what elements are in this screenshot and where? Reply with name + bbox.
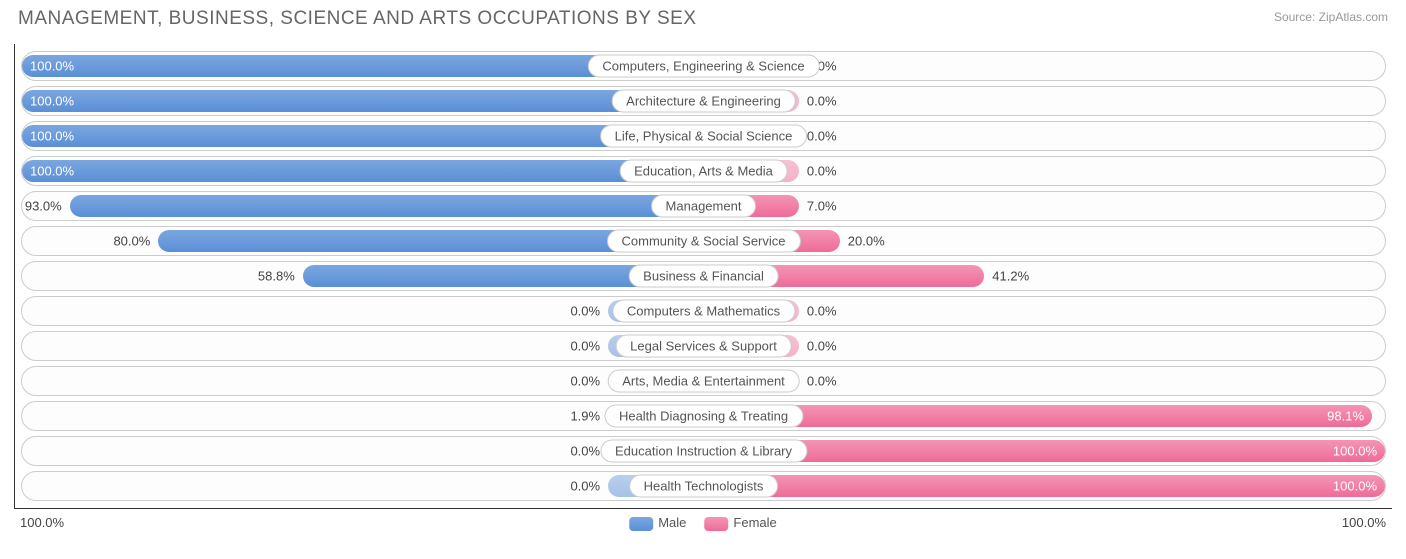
chart-source: Source: ZipAtlas.com <box>1274 10 1388 24</box>
chart-row: 100.0% 0.0% Education, Arts & Media <box>21 156 1386 186</box>
chart-row: 93.0% 7.0% Management <box>21 191 1386 221</box>
axis-left-label: 100.0% <box>20 515 64 530</box>
male-bar <box>70 195 704 217</box>
category-label: Legal Services & Support <box>615 335 792 358</box>
male-value: 100.0% <box>30 129 74 144</box>
category-label: Health Diagnosing & Treating <box>604 405 803 428</box>
female-value: 0.0% <box>807 94 837 109</box>
category-label: Computers, Engineering & Science <box>587 55 819 78</box>
male-swatch <box>629 517 653 531</box>
category-label: Community & Social Service <box>607 230 801 253</box>
male-value: 100.0% <box>30 94 74 109</box>
female-value: 0.0% <box>807 164 837 179</box>
female-value: 20.0% <box>848 234 885 249</box>
female-value: 0.0% <box>807 374 837 389</box>
chart-row: 0.0% 0.0% Computers & Mathematics <box>21 296 1386 326</box>
legend-male: Male <box>629 515 686 531</box>
chart-row: 0.0% 0.0% Legal Services & Support <box>21 331 1386 361</box>
diverging-bar-chart: 100.0% 0.0% Computers, Engineering & Scien… <box>14 44 1392 509</box>
chart-row: 0.0% 0.0% Arts, Media & Entertainment <box>21 366 1386 396</box>
female-value: 100.0% <box>1333 444 1377 459</box>
female-value: 0.0% <box>807 339 837 354</box>
chart-row: 80.0% 20.0% Community & Social Service <box>21 226 1386 256</box>
category-label: Health Technologists <box>629 475 779 498</box>
male-bar: 100.0% <box>22 160 704 182</box>
chart-header: MANAGEMENT, BUSINESS, SCIENCE AND ARTS O… <box>14 8 1392 30</box>
female-value: 0.0% <box>807 304 837 319</box>
legend-female-label: Female <box>733 515 776 530</box>
female-value: 41.2% <box>992 269 1029 284</box>
category-label: Architecture & Engineering <box>611 90 796 113</box>
female-bar: 98.1% <box>704 405 1373 427</box>
male-value: 80.0% <box>113 234 150 249</box>
chart-row: 100.0% 0.0%Life, Physical & Social Scienc… <box>21 121 1386 151</box>
chart-row: 58.8% 41.2% Business & Financial <box>21 261 1386 291</box>
male-value: 93.0% <box>25 199 62 214</box>
x-axis: 100.0% Male Female 100.0% <box>20 515 1386 530</box>
legend-female: Female <box>704 515 776 531</box>
male-value: 0.0% <box>570 304 600 319</box>
category-label: Arts, Media & Entertainment <box>607 370 800 393</box>
male-bar: 100.0% <box>22 90 704 112</box>
category-label: Computers & Mathematics <box>612 300 795 323</box>
male-value: 0.0% <box>570 339 600 354</box>
female-value: 7.0% <box>807 199 837 214</box>
chart-row: 0.0% 100.0% Education Instruction & Librar… <box>21 436 1386 466</box>
male-value: 1.9% <box>570 409 600 424</box>
category-label: Education, Arts & Media <box>619 160 788 183</box>
male-value: 100.0% <box>30 59 74 74</box>
male-value: 0.0% <box>570 479 600 494</box>
male-value: 0.0% <box>570 374 600 389</box>
category-label: Management <box>651 195 757 218</box>
category-label: Life, Physical & Social Science <box>600 125 808 148</box>
female-value: 100.0% <box>1333 479 1377 494</box>
female-bar: 100.0% <box>704 475 1386 497</box>
female-value: 0.0% <box>807 129 837 144</box>
chart-row: 100.0% 0.0% Architecture & Engineering <box>21 86 1386 116</box>
category-label: Education Instruction & Library <box>600 440 807 463</box>
chart-row: 100.0%0.0%Computers, Engineering & Scien… <box>21 51 1386 81</box>
axis-right-label: 100.0% <box>1342 515 1386 530</box>
chart-row: 0.0% 100.0% Health Technologists <box>21 471 1386 501</box>
chart-row: 1.9% 98.1% Health Diagnosing & Treating <box>21 401 1386 431</box>
legend-male-label: Male <box>658 515 686 530</box>
female-value: 98.1% <box>1327 409 1364 424</box>
female-swatch <box>704 517 728 531</box>
male-value: 100.0% <box>30 164 74 179</box>
male-value: 0.0% <box>570 444 600 459</box>
legend: Male Female <box>629 515 777 531</box>
chart-title: MANAGEMENT, BUSINESS, SCIENCE AND ARTS O… <box>18 8 697 30</box>
male-value: 58.8% <box>258 269 295 284</box>
category-label: Business & Financial <box>628 265 779 288</box>
